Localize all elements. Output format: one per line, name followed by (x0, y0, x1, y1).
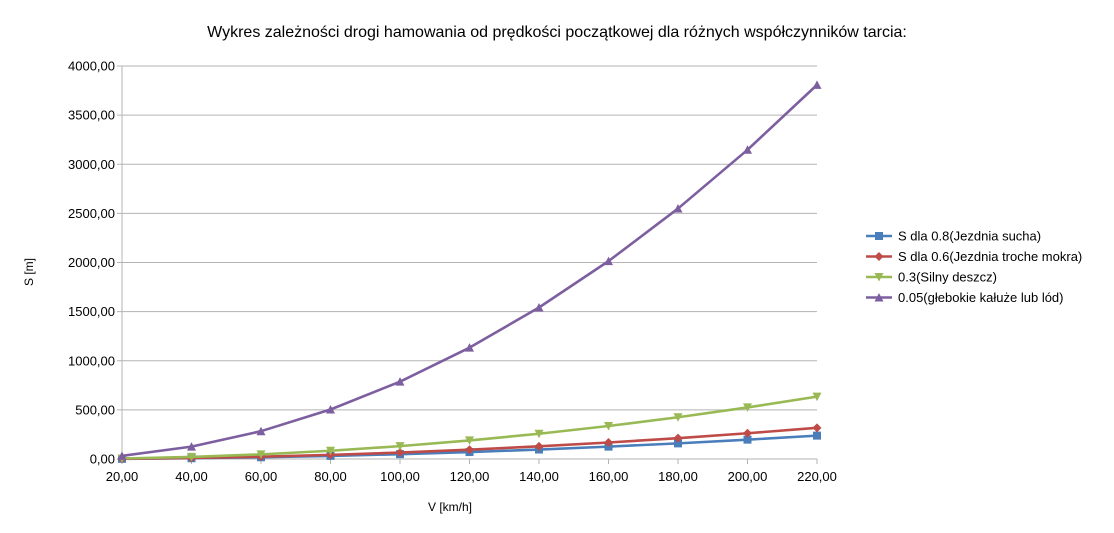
grid (122, 65, 817, 460)
data-point (465, 436, 474, 445)
y-tick-label: 2500,00 (68, 206, 115, 221)
legend-marker (874, 293, 884, 302)
data-point (604, 256, 613, 266)
legend-marker (874, 252, 884, 261)
data-point (465, 343, 474, 352)
series-4 (117, 80, 822, 460)
data-point (187, 452, 196, 462)
x-tick-label: 220,00 (797, 469, 837, 484)
data-point (604, 421, 613, 431)
y-tick-label: 1500,00 (68, 304, 115, 319)
legend-label: S dla 0.8(Jezdnia sucha) (898, 229, 1041, 244)
data-point (743, 435, 752, 444)
y-tick-label: 0,00 (90, 452, 115, 467)
data-point (465, 445, 474, 455)
y-tick-label: 2000,00 (68, 255, 115, 270)
y-axis-label: S [m] (22, 258, 36, 286)
y-tick-label: 3000,00 (68, 157, 115, 172)
data-point (534, 429, 544, 439)
x-tick-label: 80,00 (314, 469, 347, 484)
data-point (326, 446, 335, 456)
data-point (187, 442, 196, 451)
data-point (395, 377, 405, 386)
data-point (812, 423, 822, 433)
legend: S dla 0.8(Jezdnia sucha) S dla 0.6(Jezdni… (866, 229, 1082, 305)
data-point (117, 451, 127, 460)
y-tick-label: 1000,00 (68, 353, 115, 368)
data-point (812, 80, 822, 89)
x-tick-label: 100,00 (380, 469, 420, 484)
legend-item: 0.05(głebokie kałuże lub lód) (866, 290, 1064, 305)
data-point (326, 404, 335, 414)
legend-label: S dla 0.6(Jezdnia troche mokra) (898, 249, 1082, 264)
legend-item: S dla 0.8(Jezdnia sucha) (866, 229, 1041, 244)
data-point (534, 441, 544, 451)
x-tick-label: 180,00 (658, 469, 698, 484)
legend-label: 0.05(głebokie kałuże lub lód) (898, 290, 1064, 305)
series-group (117, 80, 822, 464)
data-point (395, 448, 405, 458)
data-point (673, 433, 683, 443)
data-point (743, 403, 752, 412)
data-point (673, 204, 683, 213)
data-point (743, 145, 752, 154)
y-tick-label: 500,00 (75, 402, 115, 417)
series-line (121, 83, 818, 458)
data-point (395, 442, 405, 451)
data-point (256, 450, 266, 459)
data-point (604, 437, 613, 447)
x-tick-labels: 20,00 40,00 60,00 80,00 100,00 120,00 140,00 16… (106, 469, 837, 484)
y-tick-label: 3500,00 (68, 108, 115, 123)
y-tick-label: 4000,00 (68, 59, 115, 74)
legend-marker (875, 232, 883, 240)
x-axis-label: V [km/h] (428, 500, 472, 514)
data-point (813, 431, 821, 440)
data-point (674, 439, 682, 448)
data-point (673, 413, 683, 422)
legend-marker (874, 273, 884, 282)
legend-item: 0.3(Silny deszcz) (866, 270, 997, 285)
data-point (743, 428, 752, 438)
x-tick-label: 20,00 (106, 469, 139, 484)
x-tick-label: 120,00 (450, 469, 490, 484)
y-tick-labels: 0,00 500,00 1000,00 1500,00 2000,00 2500,00 30… (68, 59, 115, 467)
x-tick-label: 60,00 (245, 469, 278, 484)
data-point (812, 392, 822, 402)
data-point (256, 426, 266, 436)
axes (117, 65, 818, 464)
legend-label: 0.3(Silny deszcz) (898, 270, 997, 285)
x-tick-label: 200,00 (728, 469, 768, 484)
chart-title: Wykres zależności drogi hamowania od prę… (207, 24, 907, 41)
x-tick-label: 40,00 (175, 469, 208, 484)
legend-item: S dla 0.6(Jezdnia troche mokra) (866, 249, 1082, 264)
x-tick-label: 140,00 (519, 469, 559, 484)
data-point (534, 302, 544, 312)
x-tick-label: 160,00 (589, 469, 629, 484)
